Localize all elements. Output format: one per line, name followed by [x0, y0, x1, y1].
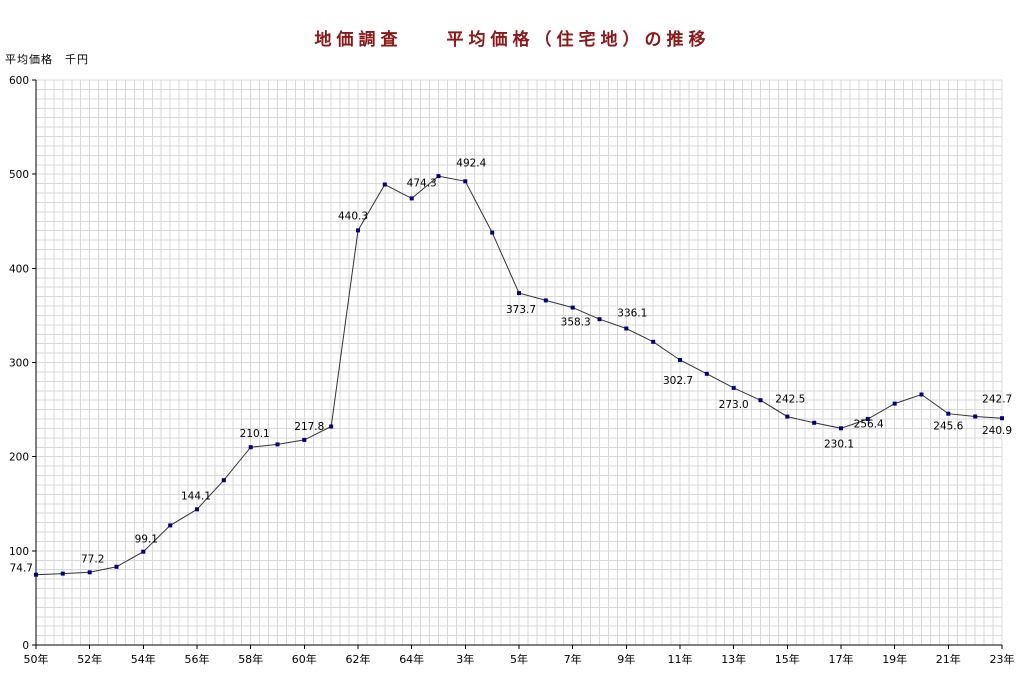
y-axis-label: 400	[9, 263, 29, 275]
x-axis-label: 56年	[185, 652, 210, 666]
data-point-marker	[570, 305, 575, 310]
x-axis-label: 62年	[346, 652, 371, 666]
point-value-label: 245.6	[933, 421, 963, 433]
y-axis-label: 0	[22, 640, 29, 652]
x-axis-label: 9年	[617, 652, 635, 666]
data-point-marker	[624, 326, 629, 331]
data-point-marker	[892, 401, 897, 406]
data-point-marker	[221, 478, 226, 483]
x-axis-label: 60年	[292, 652, 317, 666]
x-axis-label: 7年	[564, 652, 582, 666]
point-value-label: 217.8	[294, 421, 324, 433]
data-point-marker	[409, 196, 414, 201]
data-point-marker	[87, 570, 92, 575]
data-point-marker	[839, 426, 843, 431]
x-axis-label: 54年	[131, 652, 156, 666]
data-point-marker	[34, 572, 38, 577]
data-point-marker	[356, 228, 360, 233]
data-point-marker	[1000, 416, 1004, 421]
point-value-label: 230.1	[824, 438, 854, 450]
point-value-label: 302.7	[663, 375, 693, 387]
data-point-marker	[973, 414, 978, 419]
point-value-label: 240.9	[982, 425, 1012, 437]
data-point-marker	[812, 420, 817, 425]
x-axis-label: 11年	[668, 652, 693, 666]
grid-lines	[36, 79, 1003, 645]
data-point-marker	[329, 424, 334, 429]
x-axis-label: 13年	[721, 652, 746, 666]
data-point-marker	[195, 507, 199, 512]
point-value-label: 440.3	[338, 210, 368, 222]
x-axis-labels: 50年 52年 54年 56年 58年 60年 62年 64年 3年 5年 7年 9年 11年 13年 15…	[24, 652, 1015, 666]
point-value-label: 273.0	[719, 399, 749, 411]
x-axis-label: 64年	[399, 652, 424, 666]
y-axis-label: 500	[9, 169, 29, 181]
data-point-marker	[141, 549, 146, 554]
data-point-marker	[785, 414, 790, 419]
data-point-marker	[436, 174, 441, 179]
data-point-marker	[543, 298, 548, 303]
data-point-marker	[382, 182, 387, 187]
data-point-marker	[60, 571, 65, 576]
x-axis-label: 3年	[456, 652, 474, 666]
point-value-label: 474.3	[407, 177, 437, 189]
x-axis-label: 5年	[510, 652, 528, 666]
point-value-label: 256.4	[854, 419, 884, 431]
x-axis-label: 58年	[238, 652, 263, 666]
data-point-marker	[651, 339, 656, 344]
point-value-label: 210.1	[240, 428, 270, 440]
data-point-marker	[678, 358, 682, 362]
data-point-marker	[302, 437, 307, 442]
point-value-label: 74.7	[10, 563, 33, 575]
x-axis-label: 19年	[882, 652, 907, 666]
data-point-marker	[275, 442, 280, 447]
data-point-marker	[597, 317, 602, 322]
y-axis-label: 200	[9, 452, 29, 464]
chart-title: 地価調査 平均価格（住宅地）の推移	[314, 30, 711, 50]
data-point-marker	[758, 398, 763, 403]
data-point-marker	[704, 371, 709, 376]
data-point-marker	[731, 385, 736, 390]
data-point-marker	[865, 417, 870, 421]
point-value-label: 336.1	[617, 308, 647, 320]
y-axis-caption: 平均価格 千円	[5, 53, 89, 66]
data-point-marker	[248, 445, 253, 450]
y-axis-label: 600	[9, 75, 29, 87]
point-value-label: 144.1	[181, 490, 211, 502]
y-axis-label: 100	[9, 546, 29, 558]
data-point-markers	[34, 174, 1004, 577]
point-value-label: 373.7	[506, 304, 536, 316]
data-point-marker	[114, 564, 119, 569]
point-value-label: 77.2	[81, 553, 104, 565]
data-point-marker	[517, 291, 521, 296]
data-point-marker	[490, 230, 495, 235]
x-axis-label: 52年	[77, 652, 102, 666]
data-point-marker	[946, 411, 951, 416]
point-value-label: 492.4	[456, 157, 486, 169]
y-axis-label: 300	[9, 358, 29, 370]
point-value-label: 242.5	[775, 394, 805, 406]
point-value-label: 99.1	[135, 534, 158, 546]
data-point-marker	[463, 179, 468, 184]
point-value-label: 242.7	[982, 394, 1012, 406]
axes	[32, 79, 1003, 649]
x-axis-label: 21年	[936, 652, 961, 666]
x-axis-label: 23年	[990, 652, 1015, 666]
x-axis-label: 15年	[775, 652, 800, 666]
data-point-marker	[168, 523, 173, 528]
data-point-marker	[919, 392, 924, 397]
x-axis-label: 50年	[24, 652, 49, 666]
x-axis-label: 17年	[829, 652, 854, 666]
point-value-label: 358.3	[561, 317, 591, 329]
y-axis-labels: 0 100 200 300 400 500 600	[9, 75, 29, 652]
point-value-labels: 74.7 77.2 99.1 144.1 210.1 217.8 440.3 474.3 492…	[10, 157, 1013, 574]
